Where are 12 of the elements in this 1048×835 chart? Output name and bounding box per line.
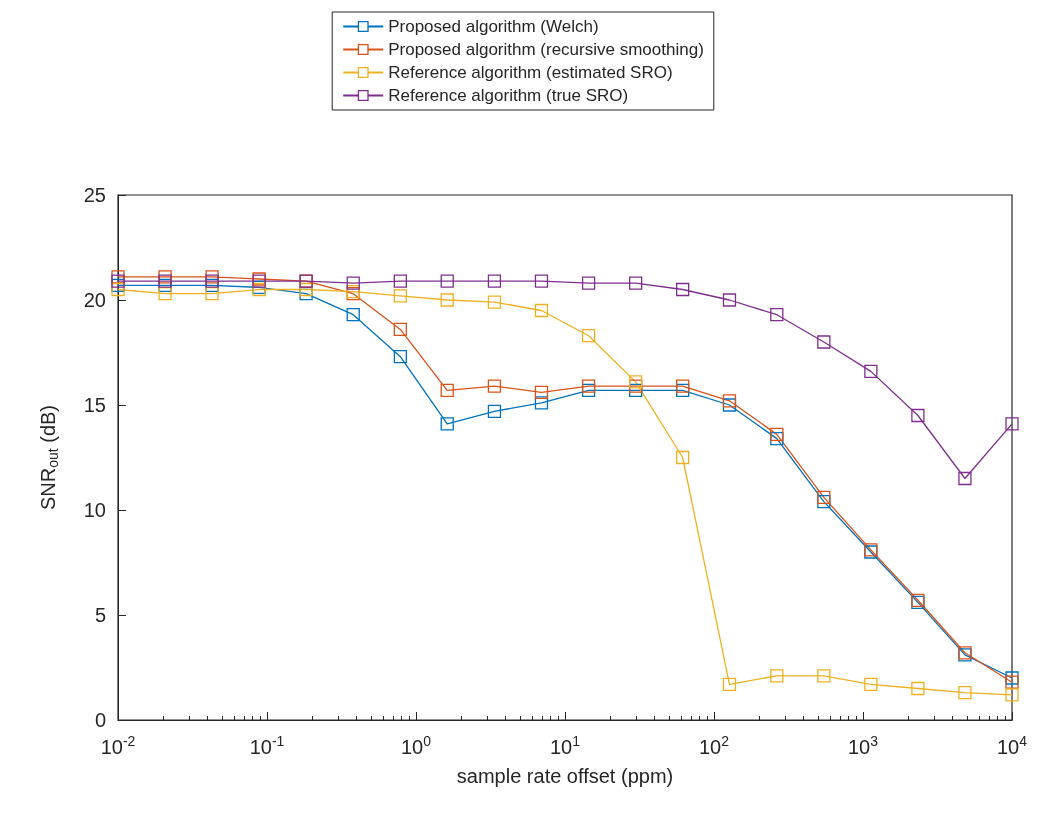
legend-label: Reference algorithm (true SRO) — [388, 86, 629, 105]
y-tick-label: 15 — [83, 394, 106, 416]
legend-label: Proposed algorithm (Welch) — [388, 17, 599, 36]
y-tick-label: 10 — [83, 499, 106, 521]
y-axis-title: SNRout (dB) — [37, 404, 61, 511]
y-tick-label: 5 — [94, 604, 106, 626]
x-axis-title: sample rate offset (ppm) — [456, 765, 674, 787]
y-tick-label: 25 — [83, 184, 106, 206]
legend-label: Proposed algorithm (recursive smoothing) — [388, 40, 704, 59]
legend-label: Reference algorithm (estimated SRO) — [388, 63, 673, 82]
y-tick-label: 0 — [94, 709, 106, 731]
y-tick-label: 20 — [83, 289, 106, 311]
